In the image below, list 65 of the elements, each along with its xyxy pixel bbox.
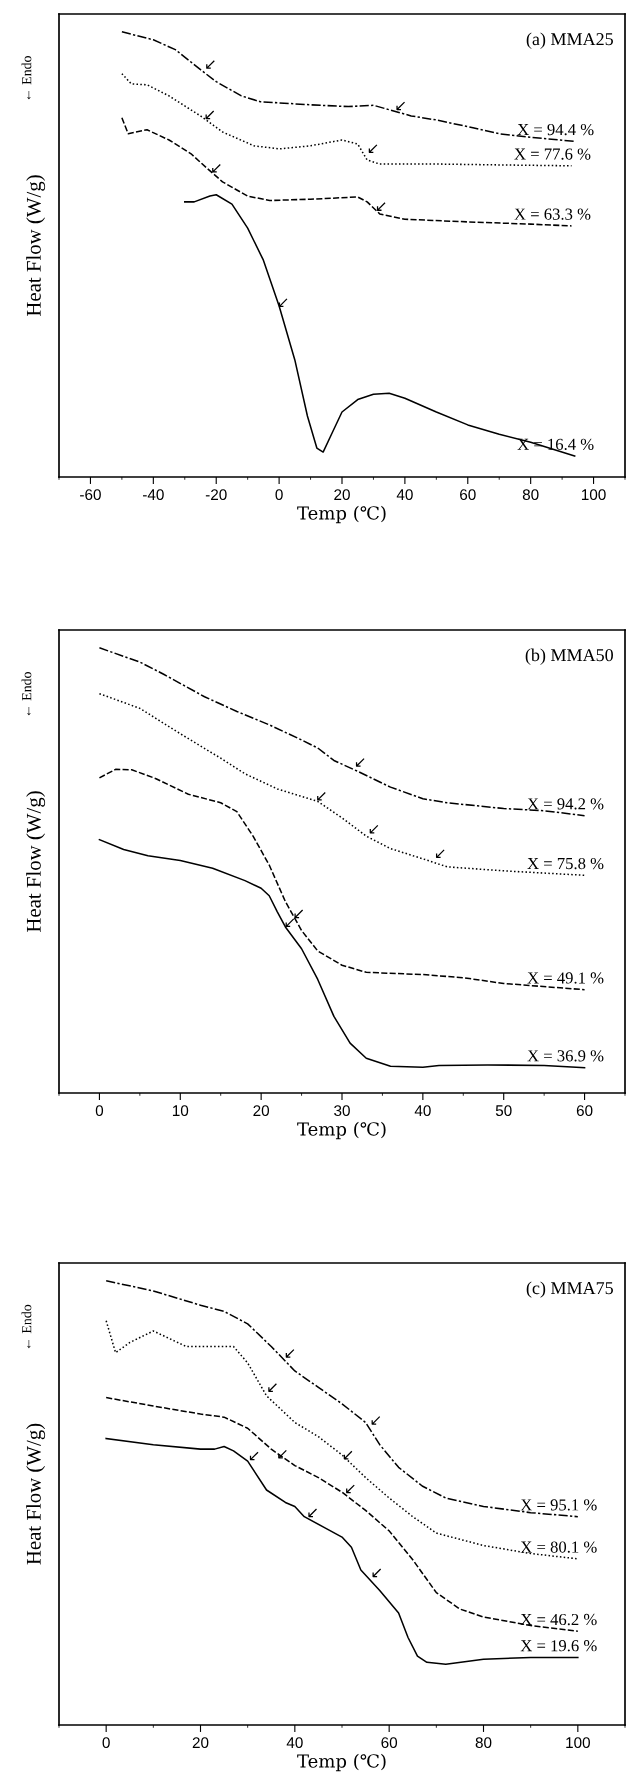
x-tick-label: 60 bbox=[381, 1737, 398, 1749]
series-label: X = 80.1 % bbox=[520, 1541, 597, 1553]
annotation: ↙ bbox=[285, 918, 295, 928]
x-tick-label: 0 bbox=[275, 489, 283, 501]
text: ← Endo bbox=[21, 56, 32, 100]
x-tick-label: -40 bbox=[142, 489, 164, 501]
annotation: ↙ bbox=[317, 792, 326, 801]
x-tick-label: 80 bbox=[475, 1737, 492, 1749]
series-label: X = 95.1 % bbox=[520, 1499, 597, 1511]
series-label: X = 94.2 % bbox=[527, 798, 604, 810]
annotation: ↙ bbox=[343, 1450, 353, 1460]
x-tick-label: 80 bbox=[522, 489, 539, 501]
annotation: ↙ bbox=[308, 1508, 317, 1518]
x-axis-title: Temp (℃) bbox=[297, 505, 386, 524]
annotation: ↙ bbox=[369, 824, 379, 834]
chart-title: (c) MMA75 bbox=[526, 1281, 613, 1298]
x-tick-label: 60 bbox=[460, 489, 476, 501]
x-tick-label: 40 bbox=[286, 1737, 303, 1749]
annotation: ↙ bbox=[372, 1568, 382, 1578]
text: ← Endo bbox=[21, 1304, 32, 1349]
annotation: ↙ bbox=[376, 202, 386, 211]
series-label: X = 63.3 % bbox=[514, 208, 591, 220]
annotation: ↙ bbox=[294, 909, 304, 919]
annotation: ↙ bbox=[212, 164, 221, 173]
x-tick-label: 40 bbox=[396, 489, 413, 501]
series-label: X = 36.9 % bbox=[527, 1050, 604, 1062]
series-label: X = 75.8 % bbox=[527, 857, 604, 870]
x-tick-label: 50 bbox=[495, 1105, 512, 1117]
annotation: ↙ bbox=[368, 144, 378, 153]
series-label: X = 94.4 % bbox=[517, 123, 594, 136]
annotation: ↙ bbox=[435, 849, 445, 859]
x-tick-label: 20 bbox=[192, 1737, 209, 1749]
x-tick-label: 100 bbox=[566, 1737, 590, 1749]
y-axis-title: Heat Flow (W/g) bbox=[26, 1423, 46, 1565]
x-tick-label: 20 bbox=[253, 1105, 270, 1117]
annotation: ↙ bbox=[205, 110, 215, 120]
annotation: ↙ bbox=[268, 1383, 277, 1392]
text: ← Endo bbox=[21, 672, 32, 716]
x-tick-label: -20 bbox=[205, 489, 227, 501]
series-label: X = 77.6 % bbox=[514, 148, 591, 160]
x-tick-label: 40 bbox=[414, 1105, 431, 1117]
x-tick-label: 0 bbox=[95, 1105, 104, 1117]
chart-title: (a) MMA25 bbox=[526, 32, 613, 49]
annotation: ↙ bbox=[285, 1349, 295, 1358]
y-axis-title: Heat Flow (W/g) bbox=[26, 791, 46, 933]
x-tick-label: 60 bbox=[576, 1105, 593, 1117]
x-axis-title: Temp (℃) bbox=[297, 1121, 386, 1140]
x-tick-label: 20 bbox=[334, 489, 350, 501]
series-label: X = 46.2 % bbox=[520, 1613, 597, 1626]
annotation: ↙ bbox=[371, 1416, 381, 1425]
annotation: ↙ bbox=[249, 1451, 259, 1461]
x-tick-label: 0 bbox=[102, 1737, 110, 1749]
series-label: X = 49.1 % bbox=[527, 972, 604, 984]
y-axis-title: Heat Flow (W/g) bbox=[26, 175, 46, 317]
annotation: ↙ bbox=[206, 60, 215, 69]
series-label: X = 19.6 % bbox=[520, 1640, 597, 1652]
annotation: ↙ bbox=[396, 101, 405, 111]
annotation: ↙ bbox=[355, 758, 365, 767]
chart-title: (b) MMA50 bbox=[525, 648, 613, 665]
x-axis-title: Temp (℃) bbox=[297, 1753, 386, 1772]
x-tick-label: 30 bbox=[334, 1105, 350, 1117]
x-tick-label: 10 bbox=[172, 1105, 189, 1117]
x-tick-label: 100 bbox=[581, 489, 606, 501]
annotation: ↙ bbox=[346, 1484, 355, 1494]
x-tick-label: -60 bbox=[80, 489, 101, 501]
